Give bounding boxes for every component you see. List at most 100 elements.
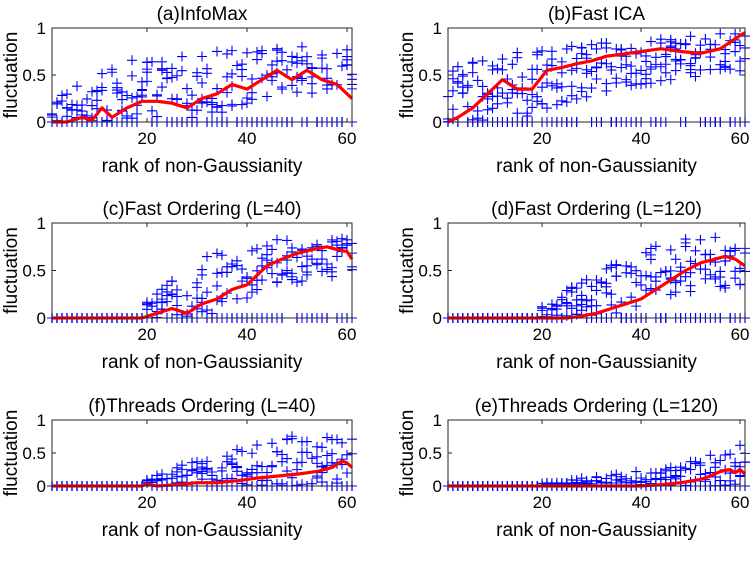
data-point xyxy=(735,279,746,290)
data-point xyxy=(725,246,736,257)
data-point xyxy=(636,65,647,76)
data-point xyxy=(700,273,711,284)
data-point xyxy=(710,462,721,473)
data-point xyxy=(192,282,202,293)
data-point xyxy=(507,59,518,70)
data-point xyxy=(487,103,498,114)
data-point xyxy=(252,460,262,471)
data-point xyxy=(237,59,247,70)
data-point xyxy=(197,77,207,88)
data-point xyxy=(342,51,352,62)
data-point xyxy=(322,63,332,74)
data-point xyxy=(636,79,647,90)
data-point xyxy=(730,46,741,57)
data-point xyxy=(626,268,637,279)
data-point xyxy=(82,93,92,104)
data-point xyxy=(247,448,257,459)
data-point xyxy=(735,440,746,451)
data-point xyxy=(217,296,227,307)
data-point xyxy=(252,46,262,57)
data-point xyxy=(670,38,681,49)
data-point xyxy=(212,248,222,259)
data-point xyxy=(92,95,102,106)
x-tick-label: 40 xyxy=(238,129,257,148)
data-point xyxy=(551,300,562,311)
data-point xyxy=(631,68,642,79)
data-point xyxy=(641,247,651,258)
y-axis-label: fluctuation xyxy=(397,227,418,314)
data-point xyxy=(272,234,282,245)
data-point xyxy=(302,447,312,458)
data-point xyxy=(650,59,661,70)
x-tick-label: 60 xyxy=(731,325,750,344)
data-point xyxy=(197,51,207,62)
y-tick-label: 0.5 xyxy=(22,444,46,463)
panel-title: (e)Threads Ordering (L=120) xyxy=(475,396,718,417)
data-point xyxy=(212,280,222,291)
data-point xyxy=(332,236,342,247)
data-point xyxy=(307,254,317,265)
data-point xyxy=(571,93,582,104)
data-point xyxy=(735,65,746,76)
data-point xyxy=(247,73,257,84)
data-point xyxy=(675,462,686,473)
data-point xyxy=(720,449,731,460)
y-axis-label: fluctuation xyxy=(397,32,418,119)
data-point xyxy=(527,89,538,100)
data-point xyxy=(447,85,458,96)
data-point xyxy=(177,65,187,76)
data-point xyxy=(342,449,352,460)
data-point xyxy=(660,67,671,78)
data-point xyxy=(537,303,548,314)
data-point xyxy=(317,442,327,453)
data-point xyxy=(665,244,676,255)
data-point xyxy=(556,56,567,67)
data-point xyxy=(601,281,612,292)
y-tick-label: 1 xyxy=(37,411,46,430)
data-point xyxy=(487,64,498,75)
data-point xyxy=(571,283,582,294)
data-point xyxy=(655,61,666,72)
data-point xyxy=(137,84,147,95)
y-axis-label: fluctuation xyxy=(1,227,22,314)
data-point xyxy=(307,88,317,99)
x-tick-label: 40 xyxy=(632,129,651,148)
data-point xyxy=(641,285,651,296)
data-point xyxy=(735,471,746,482)
data-point xyxy=(187,112,197,123)
data-point xyxy=(167,72,177,83)
data-point xyxy=(576,290,587,301)
data-point xyxy=(735,56,746,67)
data-point xyxy=(327,234,337,245)
data-point xyxy=(581,68,592,79)
data-point xyxy=(695,234,706,245)
data-point xyxy=(641,73,651,84)
data-point xyxy=(157,82,167,93)
x-tick-label: 40 xyxy=(238,325,257,344)
y-tick-label: 1 xyxy=(433,19,442,38)
data-point xyxy=(262,249,272,260)
data-point xyxy=(222,71,232,82)
data-point xyxy=(670,56,681,67)
data-point xyxy=(660,49,671,60)
x-axis-label: rank of non-Gaussianity xyxy=(496,352,697,373)
data-point xyxy=(675,58,686,69)
data-point xyxy=(122,90,132,101)
data-point xyxy=(680,271,691,282)
data-point xyxy=(342,467,352,478)
data-point xyxy=(655,75,666,86)
data-point xyxy=(621,267,632,278)
data-point xyxy=(232,444,242,455)
panel-3: (c)Fast Ordering (L=40) 20 40 60 0 0.5 1 rank o… xyxy=(1,199,357,373)
data-point xyxy=(297,479,307,490)
data-point xyxy=(182,290,192,301)
y-tick-label: 1 xyxy=(37,19,46,38)
data-point xyxy=(606,470,617,481)
data-point xyxy=(287,80,297,91)
data-point xyxy=(497,54,508,65)
data-point xyxy=(297,276,307,287)
data-point xyxy=(257,461,267,472)
data-point xyxy=(182,470,192,481)
data-point xyxy=(537,45,548,56)
